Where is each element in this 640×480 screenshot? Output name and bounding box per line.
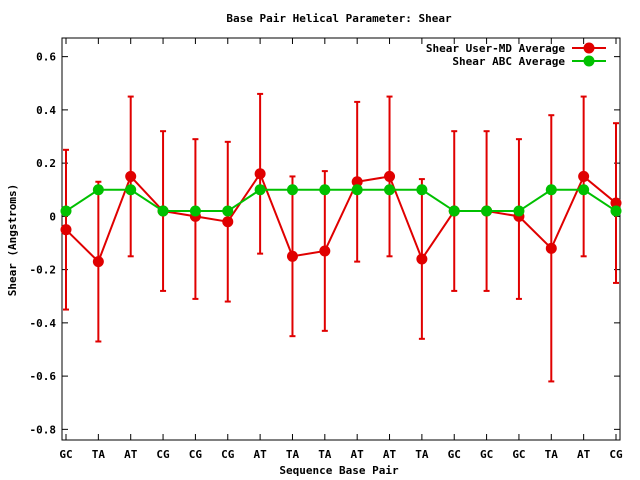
x-tick-label: AT <box>124 448 138 461</box>
data-point-user-md <box>384 170 396 182</box>
x-tick-label: GC <box>480 448 493 461</box>
x-tick-label: AT <box>351 448 365 461</box>
y-tick-label: -0.8 <box>30 423 57 436</box>
data-point-user-md <box>319 245 331 257</box>
data-point-user-md <box>60 224 72 236</box>
data-point-abc <box>416 184 428 196</box>
y-tick-label: -0.6 <box>30 370 57 383</box>
legend-marker-abc <box>583 55 595 67</box>
x-tick-label: TA <box>318 448 332 461</box>
data-point-user-md <box>286 250 298 262</box>
data-point-user-md <box>92 256 104 268</box>
x-tick-label: TA <box>415 448 429 461</box>
x-tick-label: AT <box>577 448 591 461</box>
y-tick-label: 0.2 <box>36 157 56 170</box>
data-point-abc <box>286 184 298 196</box>
x-tick-label: GC <box>512 448 525 461</box>
x-tick-label: AT <box>253 448 267 461</box>
data-point-abc <box>578 184 590 196</box>
data-point-user-md <box>222 216 234 228</box>
plot-area <box>60 92 622 383</box>
legend-marker-user-md <box>583 42 595 54</box>
data-point-user-md <box>578 170 590 182</box>
legend-label-user-md: Shear User-MD Average <box>426 42 565 55</box>
data-point-abc <box>384 184 396 196</box>
x-axis-label: Sequence Base Pair <box>279 464 399 477</box>
data-point-user-md <box>545 242 557 254</box>
y-tick-label: -0.2 <box>30 264 57 277</box>
plot-frame <box>61 37 621 441</box>
data-point-abc <box>448 205 460 217</box>
series-line-user-md <box>65 171 617 264</box>
y-tick-label: 0 <box>49 210 56 223</box>
x-tick-label: CG <box>221 448 235 461</box>
x-tick-label: AT <box>383 448 397 461</box>
data-point-abc <box>189 205 201 217</box>
x-tick-label: CG <box>156 448 170 461</box>
data-point-abc <box>222 205 234 217</box>
data-point-abc <box>157 205 169 217</box>
data-point-abc <box>545 184 557 196</box>
data-point-abc <box>513 205 525 217</box>
data-point-abc <box>351 184 363 196</box>
data-point-abc <box>481 205 493 217</box>
data-point-user-md <box>416 253 428 265</box>
data-point-abc <box>319 184 331 196</box>
x-tick-label: GC <box>448 448 461 461</box>
y-axis-label: Shear (Angstroms) <box>6 184 19 297</box>
data-point-user-md <box>125 170 137 182</box>
x-tick-label: TA <box>92 448 106 461</box>
legend: Shear User-MD Average Shear ABC Average <box>426 42 606 68</box>
data-point-abc <box>610 205 622 217</box>
data-point-user-md <box>610 197 622 209</box>
data-point-abc <box>60 205 72 217</box>
data-point-abc <box>125 184 137 196</box>
legend-label-abc: Shear ABC Average <box>452 55 565 68</box>
x-tick-label: CG <box>609 448 623 461</box>
x-tick-label: GC <box>59 448 72 461</box>
data-point-abc <box>92 184 104 196</box>
chart-title: Base Pair Helical Parameter: Shear <box>226 12 452 25</box>
data-point-user-md <box>254 168 266 180</box>
data-point-user-md <box>351 176 363 188</box>
x-axis: GC TA AT CG CG CG AT TA TA AT AT TA GC GC GC TA AT CG <box>59 38 623 461</box>
y-tick-label: 0.4 <box>36 104 56 117</box>
y-tick-label: -0.4 <box>30 317 57 330</box>
y-tick-label: 0.6 <box>36 51 56 64</box>
x-tick-label: CG <box>189 448 203 461</box>
data-point-abc <box>254 184 266 196</box>
x-tick-label: TA <box>286 448 300 461</box>
series-line-abc <box>65 188 617 213</box>
x-tick-label: TA <box>545 448 559 461</box>
